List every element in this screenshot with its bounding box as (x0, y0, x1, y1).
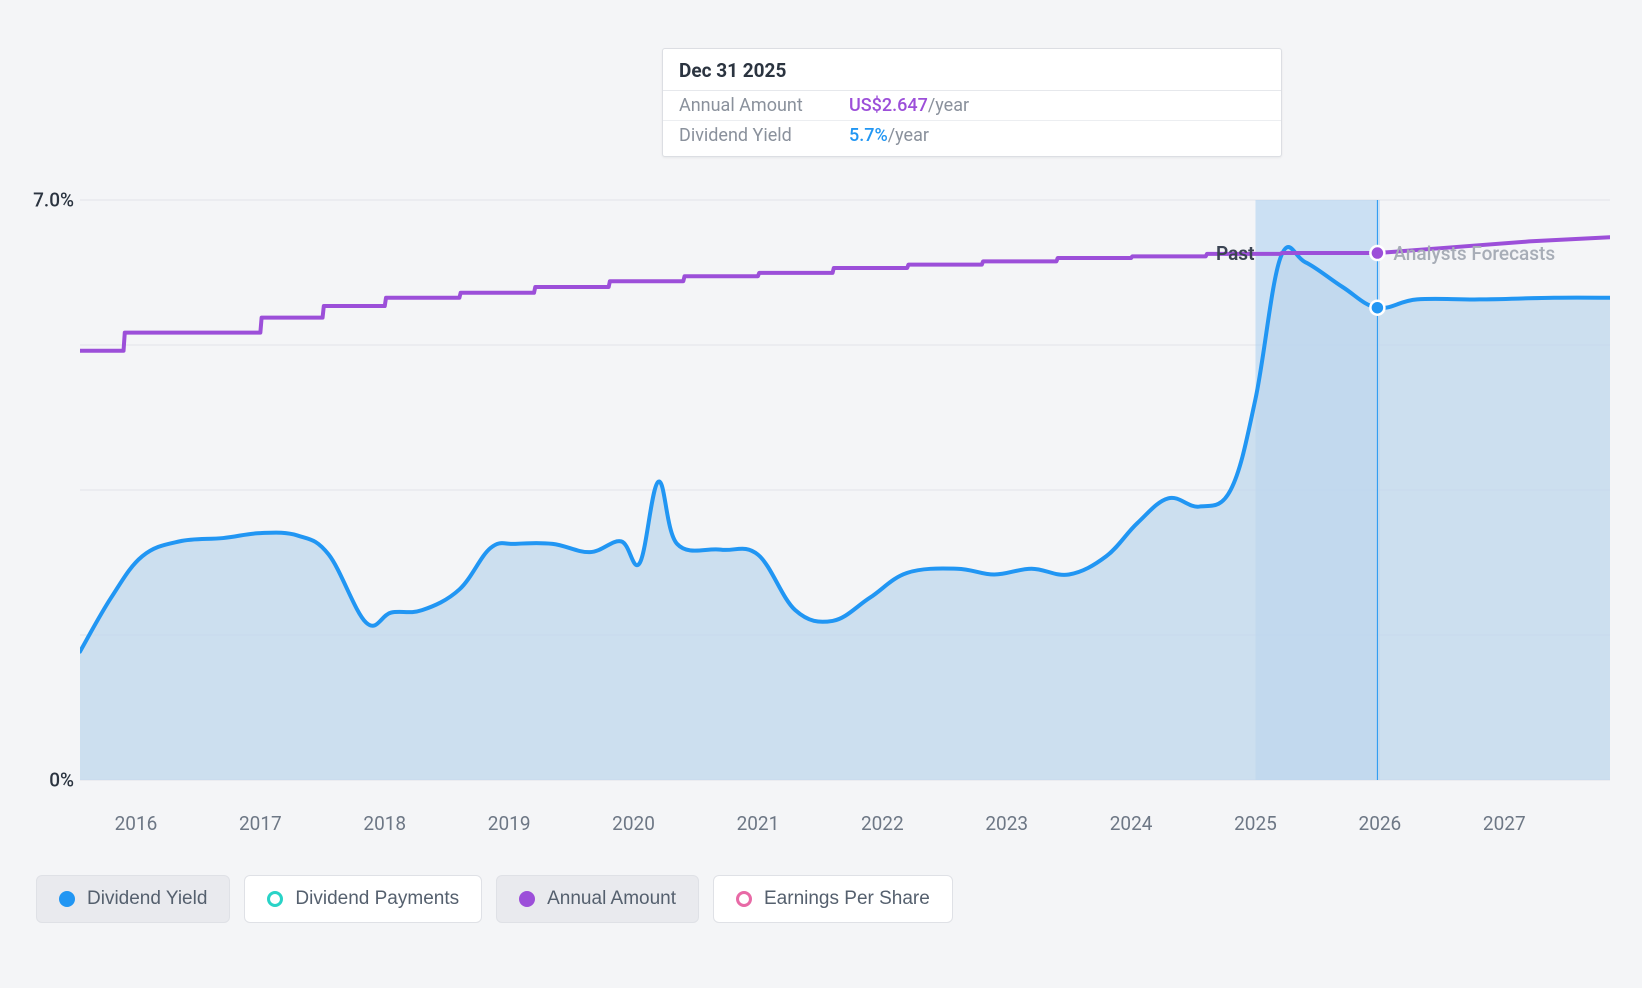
legend-label: Earnings Per Share (764, 888, 930, 910)
legend-swatch-icon (59, 891, 75, 907)
past-label: Past (1216, 242, 1254, 265)
x-tick-label: 2023 (985, 812, 1028, 835)
x-tick-label: 2026 (1359, 812, 1402, 835)
y-tick-label: 0% (49, 769, 74, 792)
x-tick-label: 2024 (1110, 812, 1153, 835)
tooltip-row: Dividend Yield5.7%/year (663, 121, 1281, 156)
forecast-label: Analysts Forecasts (1393, 242, 1555, 265)
tooltip-date: Dec 31 2025 (663, 49, 1281, 91)
x-tick-label: 2021 (737, 812, 780, 835)
x-tick-label: 2017 (239, 812, 282, 835)
x-axis: 2016 2017 2018 2019 2020 2021 2022 2023 2024 2025… (80, 812, 1612, 842)
legend-label: Dividend Payments (295, 888, 459, 910)
dividend-yield-marker (1370, 301, 1384, 315)
x-tick-label: 2020 (612, 812, 655, 835)
chart-legend: Dividend Yield Dividend Payments Annual Am… (36, 875, 953, 923)
legend-label: Annual Amount (547, 888, 676, 910)
legend-swatch-icon (267, 891, 283, 907)
chart-area: Past Analysts Forecasts 7.0%0% 201620172… (0, 0, 1642, 870)
tooltip-key: Dividend Yield (679, 125, 849, 146)
legend-swatch-icon (736, 891, 752, 907)
legend-item[interactable]: Dividend Yield (36, 875, 230, 923)
tooltip-value: 5.7%/year (849, 125, 929, 146)
legend-item[interactable]: Annual Amount (496, 875, 699, 923)
x-tick-label: 2022 (861, 812, 904, 835)
legend-swatch-icon (519, 891, 535, 907)
tooltip-key: Annual Amount (679, 95, 849, 116)
x-tick-label: 2025 (1234, 812, 1277, 835)
dividend-yield-area (80, 247, 1610, 780)
x-tick-label: 2027 (1483, 812, 1526, 835)
y-tick-label: 7.0% (33, 189, 74, 212)
legend-item[interactable]: Earnings Per Share (713, 875, 953, 923)
x-tick-label: 2018 (363, 812, 406, 835)
annual-amount-marker (1370, 246, 1384, 260)
legend-item[interactable]: Dividend Payments (244, 875, 482, 923)
chart-tooltip: Dec 31 2025 Annual AmountUS$2.647/yearDi… (662, 48, 1282, 157)
tooltip-value: US$2.647/year (849, 95, 969, 116)
x-tick-label: 2019 (488, 812, 531, 835)
legend-label: Dividend Yield (87, 888, 207, 910)
tooltip-row: Annual AmountUS$2.647/year (663, 91, 1281, 121)
x-tick-label: 2016 (115, 812, 158, 835)
